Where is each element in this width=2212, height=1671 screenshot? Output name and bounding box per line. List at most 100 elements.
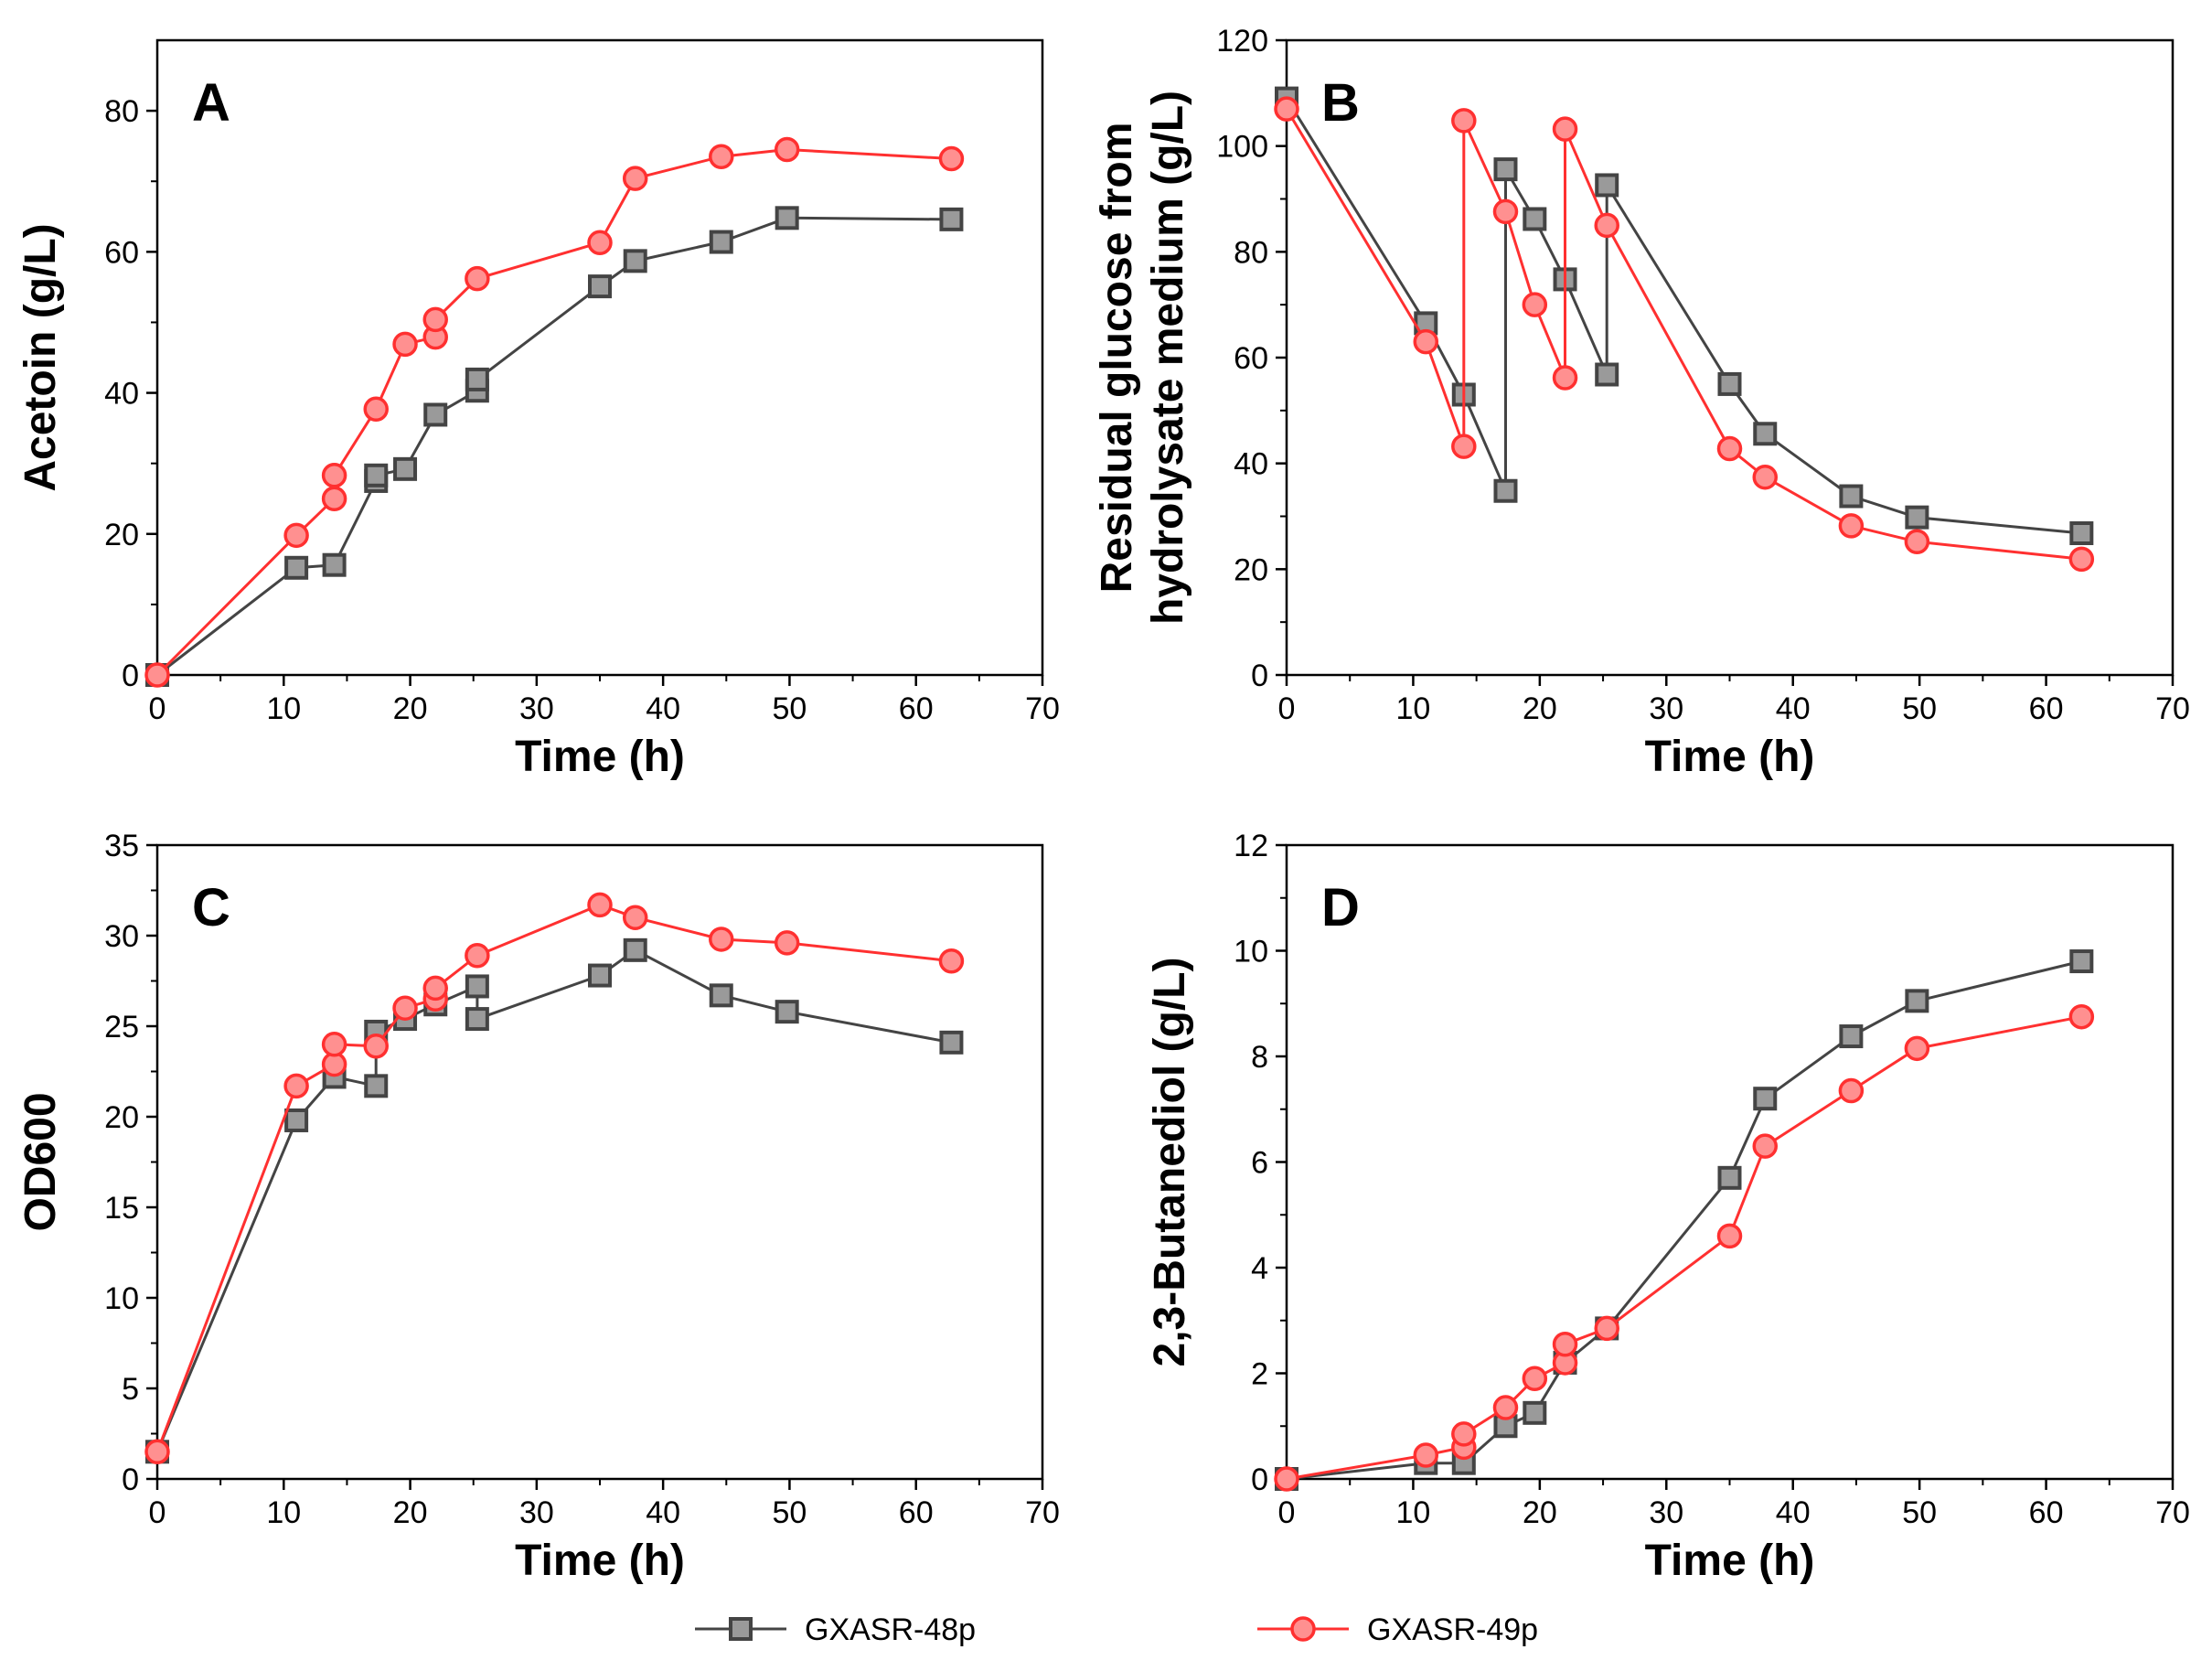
data-point-49p (587, 230, 613, 256)
y-tick-label: 100 (1216, 130, 1268, 165)
data-point-48p (1753, 422, 1778, 446)
y-tick-label: 20 (104, 1100, 139, 1135)
legend-item-48p: GXASR-48p (695, 1612, 976, 1647)
series-48p (145, 206, 964, 687)
x-tick-label: 0 (149, 1495, 166, 1530)
y-tick-label: 40 (1234, 447, 1268, 482)
x-axis-title: Time (h) (515, 1537, 685, 1585)
x-tick-label: 60 (899, 1495, 934, 1530)
y-tick-label: 0 (1251, 1462, 1268, 1497)
data-point-49p (1451, 108, 1477, 134)
data-point-49p (392, 331, 418, 358)
series-49p (1274, 96, 2095, 573)
x-tick-label: 20 (1523, 691, 1557, 726)
data-point-49p (938, 948, 965, 974)
data-point-48p (1595, 173, 1619, 198)
panel-b: 0 10 20 30 40 50 60 70 0 20 40 60 80 100 120 Time (h) Re… (1093, 24, 2190, 781)
y-tick-label: 4 (1251, 1251, 1268, 1286)
data-point-48p (1839, 1024, 1864, 1049)
data-point-48p (2069, 521, 2094, 546)
data-point-49p (2068, 1003, 2095, 1030)
series-49p (144, 136, 965, 688)
x-tick-label: 30 (1649, 1495, 1683, 1530)
x-tick-label: 30 (519, 1495, 554, 1530)
data-point-49p (622, 166, 648, 191)
y-tick-label: 15 (104, 1191, 139, 1226)
data-point-48p (1905, 989, 1929, 1013)
x-axis-title: Time (h) (515, 733, 685, 781)
y-tick-label: 0 (122, 659, 139, 693)
data-point-48p (1839, 484, 1864, 509)
data-point-48p (709, 983, 733, 1008)
y-tick-label: 60 (1234, 341, 1268, 376)
x-tick-label: 70 (2155, 691, 2190, 726)
data-point-48p (1493, 157, 1518, 182)
y-tick-label: 12 (1234, 829, 1268, 863)
y-tick-label: 80 (104, 94, 139, 129)
data-point-48p (623, 937, 647, 962)
panel-letter: B (1321, 73, 1360, 133)
data-point-48p (364, 1074, 389, 1098)
y-tick-label: 60 (104, 235, 139, 270)
y-tick-label: 20 (1234, 552, 1268, 587)
y-tick-label: 20 (104, 518, 139, 552)
data-point-49p (1552, 1331, 1578, 1357)
data-point-49p (422, 306, 448, 333)
data-point-48p (465, 1007, 489, 1032)
legend-marker-square (729, 1617, 753, 1641)
y-tick-label: 10 (104, 1281, 139, 1316)
x-axis-title: Time (h) (1645, 1537, 1815, 1585)
panel-letter: D (1321, 878, 1360, 937)
y-axis-title: OD600 (16, 1092, 65, 1231)
y-tick-label: 0 (122, 1462, 139, 1497)
data-point-49p (1904, 1035, 1930, 1062)
data-point-48p (393, 456, 418, 481)
data-point-49p (2068, 546, 2095, 573)
y-tick-label: 30 (104, 919, 139, 954)
y-axis-title: 2,3-Butanediol (g/L) (1146, 958, 1194, 1367)
x-tick-label: 60 (2029, 1495, 2064, 1530)
data-point-48p (1717, 371, 1742, 396)
data-point-49p (1904, 529, 1930, 555)
data-point-49p (283, 1073, 309, 1099)
data-point-49p (1594, 212, 1619, 239)
y-tick-label: 10 (1234, 935, 1268, 969)
x-tick-label: 0 (149, 691, 166, 726)
x-tick-label: 10 (266, 1495, 301, 1530)
data-point-49p (392, 995, 418, 1021)
data-point-48p (322, 552, 347, 577)
data-point-49p (1274, 1466, 1299, 1492)
data-point-48p (465, 367, 489, 391)
data-point-48p (284, 1108, 309, 1132)
x-tick-label: 40 (1776, 691, 1811, 726)
x-tick-label: 60 (899, 691, 934, 726)
data-point-48p (465, 974, 489, 999)
data-point-49p (363, 396, 389, 423)
data-point-49p (709, 144, 734, 169)
data-point-49p (1752, 464, 1779, 490)
data-point-49p (1522, 1366, 1548, 1392)
x-tick-label: 10 (1396, 1495, 1431, 1530)
legend-item-49p: GXASR-49p (1257, 1612, 1538, 1647)
data-point-49p (1752, 1133, 1779, 1159)
data-point-49p (321, 463, 347, 488)
y-tick-label: 8 (1251, 1040, 1268, 1075)
x-tick-label: 60 (2029, 691, 2064, 726)
data-point-49p (321, 1032, 347, 1057)
x-tick-label: 0 (1278, 691, 1296, 726)
legend-marker-circle (1290, 1616, 1316, 1642)
series-line-49p (1285, 108, 2082, 561)
data-point-49p (465, 265, 490, 292)
data-point-49p (1413, 328, 1439, 355)
data-point-48p (709, 230, 733, 254)
data-point-48p (1905, 505, 1929, 530)
data-point-49p (1492, 1395, 1519, 1420)
x-tick-label: 20 (393, 691, 428, 726)
data-point-49p (587, 892, 613, 918)
data-point-49p (1274, 96, 1299, 122)
data-point-49p (1838, 1077, 1865, 1104)
panel-letter: C (192, 878, 230, 937)
x-tick-label: 70 (1025, 1495, 1060, 1530)
data-point-48p (2069, 949, 2094, 974)
data-point-48p (1595, 362, 1619, 387)
